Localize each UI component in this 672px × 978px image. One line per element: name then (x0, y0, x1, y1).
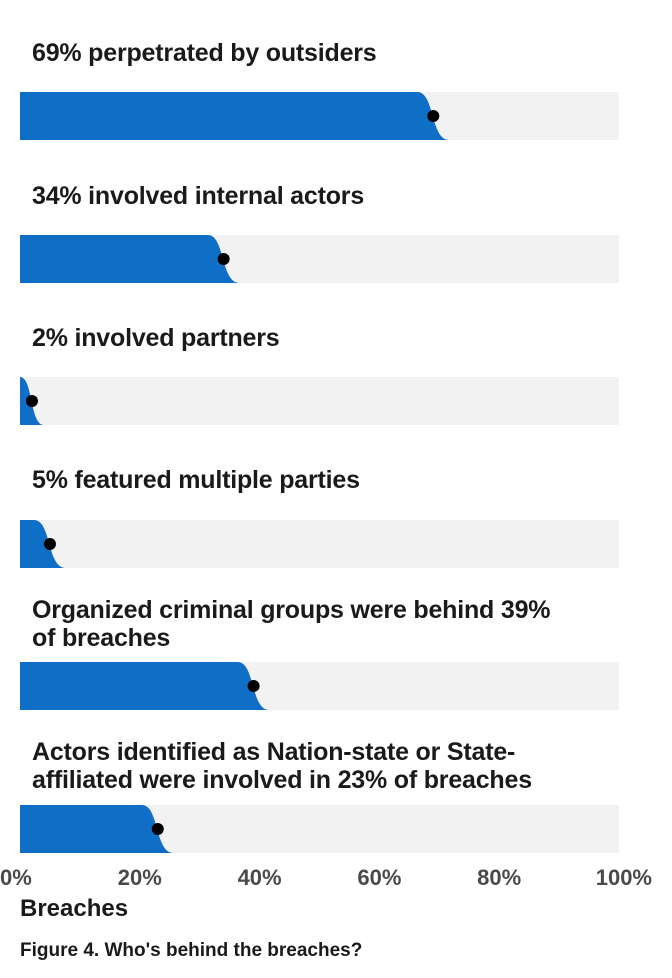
row-label-partners: 2% involved partners (32, 324, 280, 352)
x-tick-label: 0% (0, 865, 32, 890)
bar-track (20, 377, 619, 425)
bar-marker (151, 823, 164, 835)
x-tick-label: 40% (238, 865, 282, 890)
row-label-internal: 34% involved internal actors (32, 182, 365, 210)
x-tick-label: 60% (357, 865, 401, 890)
bar-marker (43, 538, 56, 550)
x-tick-label: 100% (596, 865, 652, 890)
row-label-line: of breaches (32, 624, 171, 652)
figure-caption: Figure 4. Who's behind the breaches? (20, 940, 363, 961)
bar-marker (217, 253, 230, 265)
bar (20, 377, 44, 425)
bar-chart: 0% 20% 40% 60% 80% 100% (0, 92, 652, 890)
row-label-line: affiliated were involved in 23% of breac… (32, 766, 532, 794)
bar (20, 520, 66, 568)
x-tick-label: 20% (118, 865, 162, 890)
row-label-multiple: 5% featured multiple parties (32, 466, 360, 494)
bar-marker (25, 395, 38, 407)
row-label-outsiders: 69% perpetrated by outsiders (32, 39, 377, 67)
bar (20, 662, 270, 710)
row-label-nation-state: Actors identified as Nation-state or Sta… (32, 738, 632, 794)
bar-marker (427, 110, 440, 122)
row-label-line: Actors identified as Nation-state or Sta… (32, 738, 516, 766)
bar (20, 92, 450, 140)
bar-track (20, 520, 619, 568)
x-axis-label: Breaches (20, 895, 129, 922)
bar (20, 235, 240, 283)
row-label-line: Organized criminal groups were behind 39… (32, 596, 551, 624)
row-label-organized-crime: Organized criminal groups were behind 39… (32, 596, 632, 652)
bar (20, 805, 174, 853)
x-tick-label: 80% (477, 865, 521, 890)
bar-marker (247, 680, 260, 692)
